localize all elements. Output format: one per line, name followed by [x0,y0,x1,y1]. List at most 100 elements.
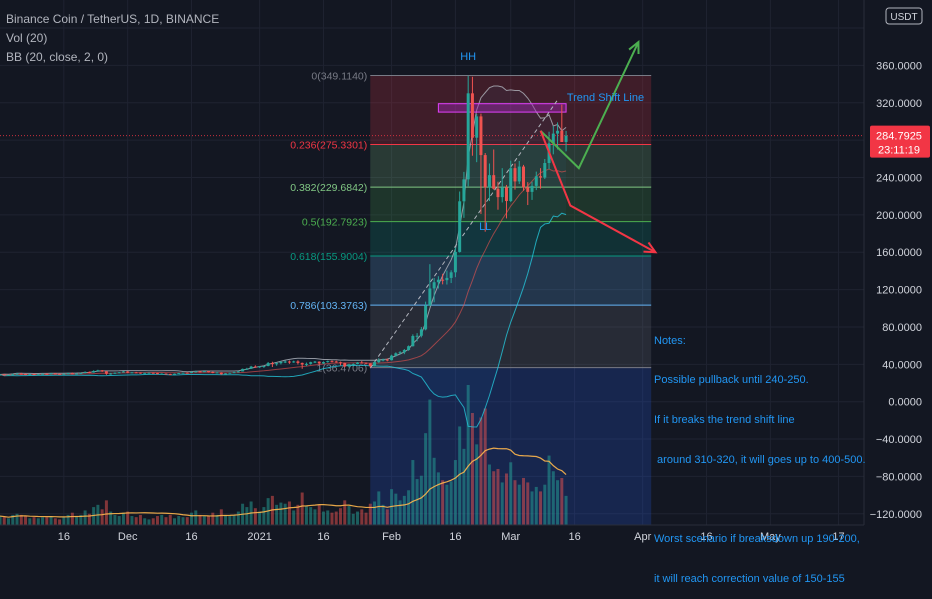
candle-body [53,373,57,375]
candle-body [543,163,547,178]
candle-body [530,185,534,192]
candle-body [113,372,117,374]
volume-bar [219,509,223,525]
candle-body [411,336,415,347]
candle-body [556,130,560,134]
volume-indicator-label[interactable]: Vol (20) [6,31,48,45]
candle-body [564,135,568,142]
candle-body [138,372,142,374]
candle-body [100,370,104,372]
candle-body [104,371,108,374]
candle-body [185,372,189,374]
volume-bar [547,455,551,525]
candle-body [62,373,66,375]
volume-bar [147,519,151,525]
volume-bar [385,509,389,525]
projection-arrows [539,39,658,254]
fib-level-label: 0.618(155.9004) [290,251,367,263]
price-tick-label: −120.0000 [870,509,922,521]
volume-bar [83,510,87,525]
candle-body [483,155,487,188]
volume-bar [296,504,300,525]
candle-body [377,360,381,363]
volume-bar [543,484,547,525]
time-tick-label: Feb [382,531,401,543]
candle-body [228,372,232,374]
candle-body [36,374,40,376]
volume-bar [313,509,317,525]
candle-body [513,168,517,182]
bearish-projection-arrow [539,130,656,254]
volume-bar [121,512,125,525]
volume-bar [53,518,57,525]
candle-body [130,372,134,374]
notes-line: Worst scenario if breaksdown up 190-200, [654,532,860,545]
bollinger-indicator-label[interactable]: BB (20, close, 2, 0) [6,50,109,64]
volume-bar [445,484,449,525]
time-axis[interactable]: 16 Dec 16 2021 16 Feb 16 Mar 16 Apr 16 May 17 [0,524,864,550]
volume-bar [19,514,23,525]
candle-body [419,329,423,336]
volume-bar [475,444,479,525]
price-tick-label: −80.0000 [876,471,922,483]
symbol-title[interactable]: Binance Coin / TetherUS, 1D, BINANCE [6,12,220,26]
candle-body [155,373,159,375]
volume-bar [62,517,66,525]
candle-body [373,362,377,367]
fib-zone [370,256,652,306]
candle-body [356,362,360,364]
volume-bar [109,511,113,525]
volume-bar [539,491,543,525]
candle-body [300,362,304,365]
candle-body [32,374,36,376]
volume-bar [556,480,560,525]
candle-body [151,372,155,374]
candle-body [496,188,500,198]
candle-body [334,361,338,363]
price-axis[interactable]: 360.0000320.0000280.0000240.0000200.0000… [863,0,932,550]
volume-bar [394,493,398,525]
candle-body [134,372,138,374]
volume-bar [373,501,377,525]
volume-bar [283,503,287,525]
volume-bar [126,511,130,525]
volume-bar [504,473,508,525]
candle-body [347,364,351,367]
candle-body [339,362,342,364]
volume-bar [7,518,11,525]
volume-bar [432,457,436,525]
dashed-trendline [369,99,558,369]
candle-body [177,372,181,374]
candle-body [66,373,70,375]
candle-body [28,374,32,376]
candle-body [321,362,325,364]
time-tick-label: Apr [634,531,651,543]
volume-bar [117,516,121,525]
volume-bar [215,514,219,525]
candle-body [207,371,211,373]
candle-body [249,366,253,369]
candle-body [509,168,513,202]
candle-body [83,371,87,374]
volume-bar [41,517,45,525]
bb-fill [0,85,567,428]
candle-body [317,361,321,364]
candle-body [24,374,28,376]
volume-bar [377,491,381,525]
volume-bar [177,516,181,525]
volume-bar [300,492,304,525]
price-chart[interactable]: 0(349.1140) 0.236(275.3301) 0.382(229.6842… [0,0,932,550]
volume-bar [526,482,530,525]
candle-body [287,361,291,363]
candle-body [126,371,130,373]
price-tick-label: 40.0000 [882,359,922,371]
volume-bar [334,511,338,525]
volume-bar [517,484,521,525]
candle-body [45,373,49,375]
time-tick-label: 17 [832,531,844,543]
candle-body [394,353,398,356]
currency-label-box[interactable]: USDT [885,7,923,25]
volume-bar [330,512,334,525]
volume-bar [398,500,402,525]
candle-body [173,373,176,375]
